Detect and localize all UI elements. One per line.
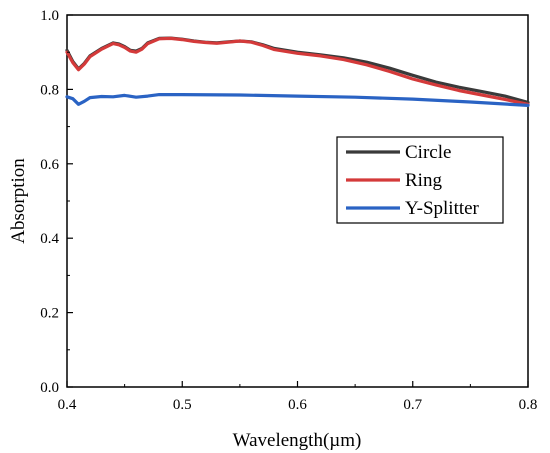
legend-label-y-splitter: Y-Splitter xyxy=(405,198,480,219)
y-tick-label: 0.4 xyxy=(40,231,59,247)
y-tick-label: 0.6 xyxy=(40,157,59,173)
x-tick-label: 0.5 xyxy=(173,397,192,413)
y-tick-label: 0.2 xyxy=(40,306,59,322)
y-tick-label: 0.0 xyxy=(40,380,59,396)
legend-label-circle: Circle xyxy=(405,142,451,163)
x-tick-label: 0.4 xyxy=(58,397,77,413)
x-tick-label: 0.8 xyxy=(519,397,538,413)
y-tick-label: 0.8 xyxy=(40,82,59,98)
x-tick-label: 0.7 xyxy=(403,397,422,413)
tick-layer: 0.4 0.5 0.6 0.7 0.8 0.0 0.2 0.4 0.6 0.8 1.0 xyxy=(40,8,537,413)
series-line-y-splitter xyxy=(65,92,530,108)
legend: Circle Ring Y-Splitter xyxy=(336,136,504,224)
series-layer xyxy=(65,36,530,108)
legend-label-ring: Ring xyxy=(405,170,442,191)
x-axis-label: Wavelength(µm) xyxy=(233,430,362,451)
y-tick-label: 1.0 xyxy=(40,8,59,24)
series-line-circle xyxy=(65,36,530,105)
y-axis-label: Absorption xyxy=(8,158,29,244)
x-tick-label: 0.6 xyxy=(288,397,307,413)
series-line-ring xyxy=(65,36,530,106)
